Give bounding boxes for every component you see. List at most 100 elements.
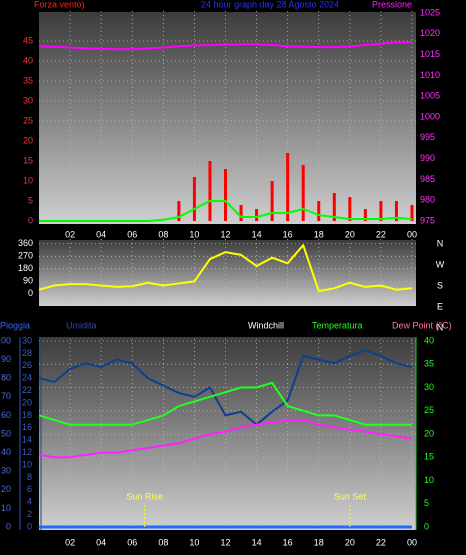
x-tick-label: 20 (345, 537, 355, 547)
bar (317, 201, 321, 221)
y-tick-label: 20 (1, 484, 11, 494)
plot-area (39, 12, 416, 224)
y-tick-label: 30 (23, 95, 33, 105)
line (39, 200, 413, 222)
y-tick-label: 90 (1, 354, 11, 364)
bar (270, 181, 274, 221)
bar (286, 153, 290, 221)
direction-label: W (436, 259, 445, 269)
y2-tick-label: 975 (420, 215, 435, 225)
y2-tick-label: 5 (424, 498, 429, 508)
y-tick-label: 25 (23, 115, 33, 125)
bar (410, 205, 414, 221)
bar (301, 165, 305, 221)
y-tick-label: 28 (22, 348, 32, 358)
y-tick-label: 24 (22, 373, 32, 383)
y-tick-label: 360 (18, 238, 33, 248)
line (38, 349, 413, 426)
line (38, 244, 413, 293)
y-tick-label: 90 (23, 276, 33, 286)
chart-title: 24 hour graph day 28 Agosto 2024 (201, 0, 339, 9)
y2-tick-label: 1020 (420, 28, 440, 38)
y2-tick-label: 20 (424, 428, 434, 438)
y2-tick-label: 980 (420, 195, 435, 205)
y-tick-label: 15 (23, 155, 33, 165)
x-tick-label: 14 (252, 229, 262, 239)
x-tick-label: 16 (283, 229, 293, 239)
line (38, 41, 413, 51)
y2-tick-label: 1010 (420, 70, 440, 80)
y-tick-label: 14 (22, 435, 32, 445)
y-tick-label: 6 (27, 484, 32, 494)
x-tick-label: 00 (407, 537, 417, 547)
annotation: Sun Set (334, 491, 367, 501)
x-tick-label: 12 (220, 229, 230, 239)
y2-tick-label: 1025 (420, 7, 440, 17)
plot-area (39, 337, 416, 530)
x-tick-label: 22 (376, 537, 386, 547)
y2-tick-label: 25 (424, 405, 434, 415)
y2-tick-label: 30 (424, 382, 434, 392)
y-tick-label: 10 (23, 175, 33, 185)
x-tick-label: 00 (407, 229, 417, 239)
x-tick-label: 02 (65, 537, 75, 547)
y2-tick-label: 1005 (420, 91, 440, 101)
plot-area (39, 240, 416, 306)
y-tick-label: 45 (23, 35, 33, 45)
y2-tick-label: 10 (424, 475, 434, 485)
y-tick-label: 50 (1, 428, 11, 438)
y-tick-label: 100 (0, 335, 11, 345)
bar (332, 193, 336, 221)
x-tick-label: 10 (189, 537, 199, 547)
x-tick-label: 16 (283, 537, 293, 547)
bar (348, 197, 352, 221)
x-tick-label: 08 (158, 537, 168, 547)
x-tick-label: 18 (314, 537, 324, 547)
y2-tick-label: 990 (420, 153, 435, 163)
y-tick-label: 10 (22, 459, 32, 469)
y-tick-label: 26 (22, 360, 32, 370)
y2-tick-label: 1000 (420, 111, 440, 121)
x-tick-label: 06 (127, 229, 137, 239)
line (38, 419, 413, 459)
bar (208, 161, 212, 221)
y-tick-label: 5 (28, 195, 33, 205)
y-tick-label: 0 (27, 521, 32, 531)
y-tick-label: 16 (22, 422, 32, 432)
x-tick-label: 22 (376, 229, 386, 239)
y-tick-label: 40 (1, 447, 11, 457)
legend-label: Windchill (248, 320, 284, 330)
x-tick-label: 04 (96, 229, 106, 239)
x-tick-label: 14 (252, 537, 262, 547)
y-tick-label: 0 (6, 521, 11, 531)
axis-title: Forza vento) (34, 0, 85, 9)
legend-label: Temperatura (312, 320, 363, 330)
y-tick-label: 20 (22, 397, 32, 407)
direction-label: S (437, 280, 443, 290)
line (38, 381, 412, 426)
x-tick-label: 08 (158, 229, 168, 239)
y-tick-label: 10 (1, 503, 11, 513)
x-tick-label: 04 (96, 537, 106, 547)
y-tick-label: 80 (1, 373, 11, 383)
y2-tick-label: 15 (424, 452, 434, 462)
y2-tick-label: 995 (420, 132, 435, 142)
y-tick-label: 30 (1, 466, 11, 476)
y-tick-label: 70 (1, 391, 11, 401)
y-tick-label: 22 (22, 385, 32, 395)
legend-label: Pioggia (0, 320, 30, 330)
bar (239, 205, 243, 221)
y-tick-label: 0 (28, 215, 33, 225)
bar (255, 209, 259, 221)
y2-tick-label: 1015 (420, 49, 440, 59)
bar (224, 169, 227, 221)
direction-label: N (437, 238, 444, 248)
y-tick-label: 12 (22, 447, 32, 457)
bar (192, 177, 196, 221)
bar (394, 201, 398, 221)
x-tick-label: 06 (127, 537, 137, 547)
y-tick-label: 20 (23, 135, 33, 145)
y-tick-label: 35 (23, 75, 33, 85)
y2-tick-label: 985 (420, 174, 435, 184)
